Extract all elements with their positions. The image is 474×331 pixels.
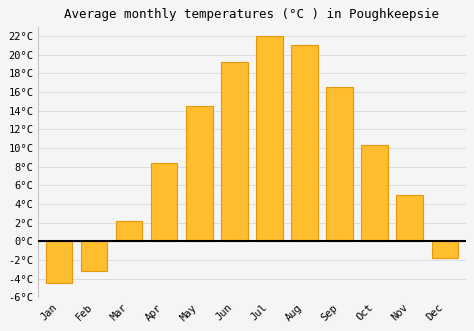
Bar (151, 163, 177, 241)
Bar (186, 106, 212, 241)
Bar (116, 221, 142, 241)
Bar (396, 195, 423, 241)
Bar (327, 87, 353, 241)
Bar (292, 45, 318, 241)
Bar (256, 36, 283, 241)
Bar (221, 62, 247, 241)
Bar (46, 241, 73, 283)
Title: Average monthly temperatures (°C ) in Poughkeepsie: Average monthly temperatures (°C ) in Po… (64, 8, 439, 21)
Bar (362, 145, 388, 241)
Bar (81, 241, 108, 271)
Bar (431, 241, 458, 258)
